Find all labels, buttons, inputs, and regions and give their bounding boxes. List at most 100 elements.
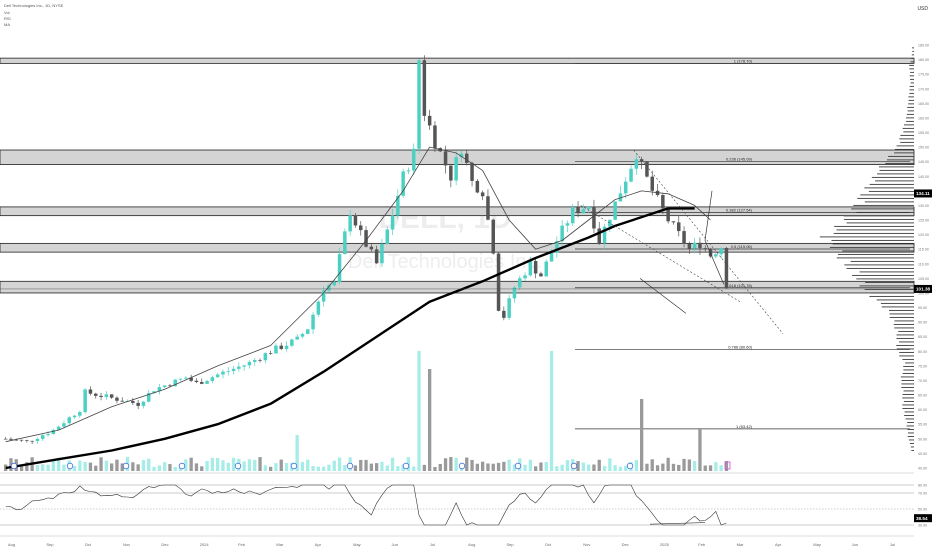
volume-profile-bar	[900, 376, 914, 378]
volume-profile-bar	[880, 302, 914, 304]
volume-profile-bar	[846, 267, 914, 269]
future-event-icon	[724, 461, 731, 470]
volume-profile-bar	[907, 435, 914, 437]
fib-level-label: 1 (53.42)	[736, 424, 753, 429]
volume-bar	[353, 465, 358, 471]
candle-body	[597, 228, 601, 244]
volume-bar	[147, 458, 151, 471]
volume-profile-bar	[902, 358, 914, 360]
volume-profile-bar	[864, 187, 914, 189]
volume-profile-bar	[844, 264, 914, 266]
volume-profile-bar	[911, 449, 914, 451]
volume-profile-bar	[833, 232, 914, 234]
price-tick-label: 150.00	[918, 146, 929, 150]
volume-profile-bar	[850, 260, 914, 262]
volume-bar	[438, 463, 442, 471]
volume-bar	[496, 462, 501, 471]
currency-label[interactable]: USD	[917, 6, 928, 12]
candle-body	[231, 368, 236, 372]
candle-body	[178, 378, 183, 380]
price-tick-label: 70.00	[918, 379, 927, 383]
volume-bar	[99, 457, 103, 471]
volume-profile-bar	[906, 113, 914, 115]
candle-body	[475, 180, 480, 193]
price-tick-label: 155.00	[918, 131, 929, 135]
volume-bar	[25, 462, 29, 471]
earnings-event-icon	[402, 462, 410, 470]
volume-bar	[491, 463, 495, 471]
volume-profile-bar	[896, 344, 914, 346]
candle-body	[14, 439, 18, 441]
volume-bar	[412, 466, 416, 471]
volume-bar	[650, 459, 654, 471]
candle-body	[321, 290, 326, 302]
price-tick-label: 165.00	[918, 102, 929, 106]
legend-line-2: RSI	[4, 16, 11, 21]
volume-bar	[216, 458, 220, 471]
candle-body	[30, 440, 34, 442]
volume-profile-bar	[909, 68, 914, 70]
candle-body	[25, 440, 29, 441]
volume-bar	[83, 462, 87, 471]
volume-bar	[396, 466, 400, 471]
candle-body	[703, 248, 707, 250]
price-tick-label: 120.00	[918, 233, 929, 237]
projection-arrow	[639, 278, 687, 314]
volume-bar	[677, 464, 681, 471]
volume-bar	[284, 463, 289, 471]
volume-bar	[57, 457, 61, 471]
watermark-company: Dell Technologies Inc.	[348, 251, 542, 273]
candle-body	[300, 333, 305, 337]
volume-bar	[364, 459, 368, 471]
time-tick-label: Aug	[8, 542, 15, 547]
volume-profile-bar	[903, 365, 914, 367]
candle-body	[152, 391, 156, 394]
volume-profile-bar	[910, 82, 914, 84]
candle-body	[565, 223, 570, 226]
volume-profile-bar	[899, 138, 914, 140]
volume-bar	[110, 463, 114, 471]
volume-profile-bar	[910, 57, 914, 59]
candle-body	[348, 215, 352, 232]
volume-profile-bar	[906, 117, 914, 119]
volume-bar	[581, 462, 585, 471]
volume-profile-bar	[851, 208, 914, 210]
candle-body	[311, 314, 315, 330]
volume-profile-bar	[909, 85, 914, 87]
volume-profile-bar	[893, 323, 914, 325]
volume-bar	[719, 465, 723, 471]
candle-body	[337, 254, 342, 283]
candle-body	[422, 60, 427, 116]
time-tick-label: Dec	[161, 542, 168, 547]
volume-profile-bar	[909, 64, 914, 66]
candle-body	[237, 366, 241, 369]
candle-body	[629, 168, 633, 182]
candle-body	[661, 195, 665, 209]
candle-body	[486, 196, 490, 220]
price-tick-label: 170.00	[918, 87, 929, 91]
volume-bar	[258, 457, 262, 471]
candle-body	[390, 215, 395, 230]
volume-bar	[141, 460, 146, 471]
candle-body	[268, 353, 273, 354]
time-tick-label: Sep	[46, 542, 54, 547]
volume-bar	[62, 464, 66, 471]
candle-body	[109, 394, 114, 398]
earnings-event-icon	[122, 462, 130, 470]
volume-bar	[279, 459, 283, 471]
volume-profile-bar	[908, 96, 914, 98]
volume-profile-bar	[836, 229, 914, 231]
volume-bar	[189, 457, 193, 471]
fib-level-label: 0.236 (145.09)	[726, 156, 753, 161]
volume-profile-bar	[831, 239, 914, 241]
volume-bar	[613, 465, 617, 471]
volume-profile-bar	[902, 372, 914, 374]
volume-profile-bar	[896, 145, 914, 147]
price-tick-label: 55.00	[918, 423, 927, 427]
candle-body	[226, 371, 230, 372]
volume-bar	[544, 462, 548, 471]
time-tick-label: Feb	[238, 542, 246, 547]
price-tick-label: 90.00	[918, 321, 927, 325]
